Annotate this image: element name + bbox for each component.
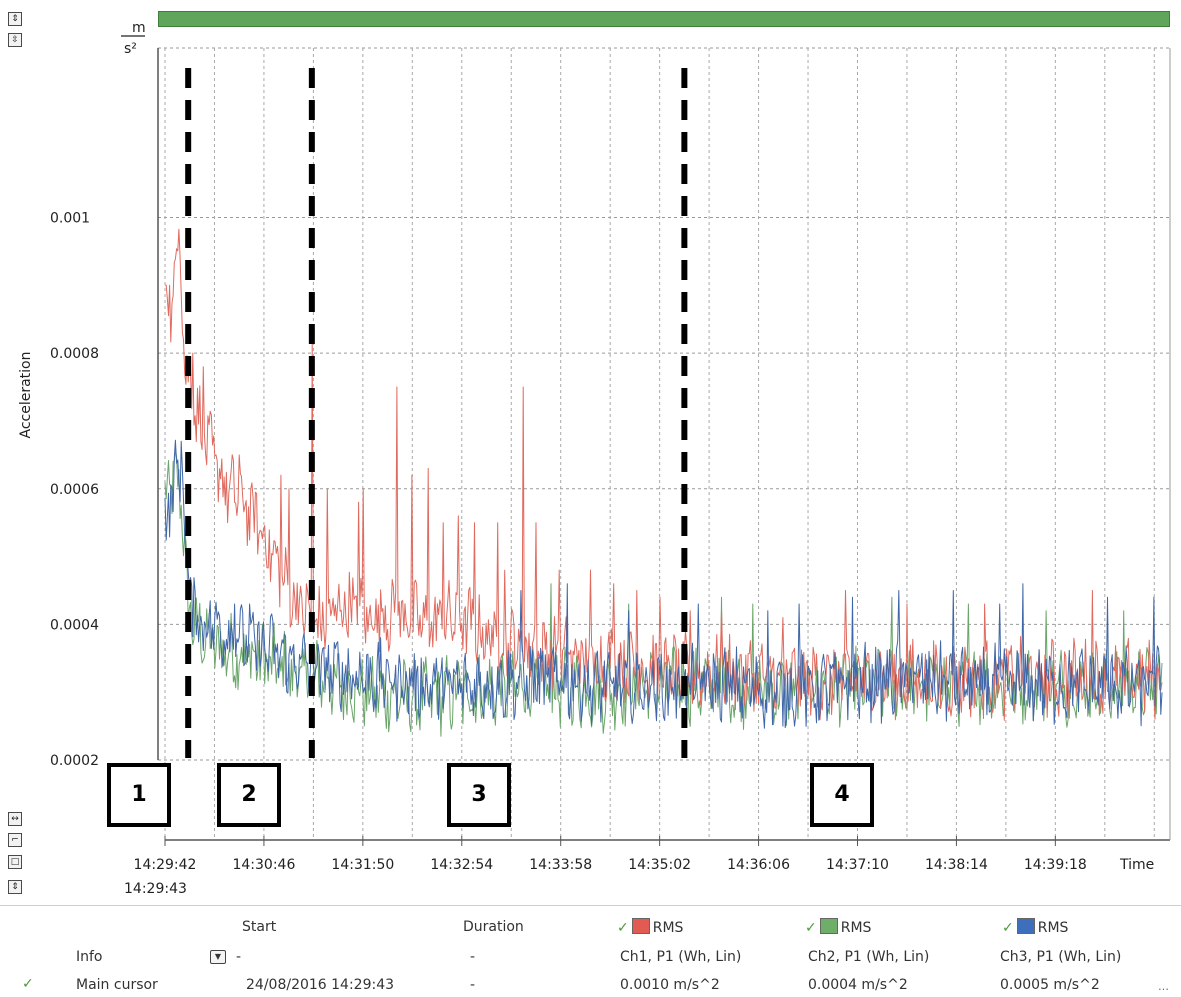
phase-boundaries (185, 68, 688, 758)
info-dropdown-icon[interactable]: ▼ (210, 948, 226, 964)
y-ticks: 0.001 0.0008 0.0006 0.0004 0.0002 (50, 211, 99, 769)
info-row-duration: - (470, 949, 476, 965)
header-ch2[interactable]: ✓ RMS (805, 918, 871, 936)
main-cursor-duration: - (470, 977, 476, 993)
header-start: Start (242, 919, 277, 935)
header-ch1[interactable]: ✓ RMS (617, 918, 683, 936)
ch1-color-swatch (631, 918, 650, 934)
plot-area[interactable] (158, 48, 1170, 760)
more-icon[interactable]: … (1158, 980, 1169, 993)
x-scale-toggle-icon[interactable]: ⇕ (8, 880, 22, 894)
x-tick-label: 14:36:06 (727, 857, 790, 873)
x-tick-label: 14:38:14 (925, 857, 988, 873)
main-cursor-ch2: 0.0004 m/s^2 (808, 977, 908, 993)
main-cursor-label: Main cursor (76, 977, 158, 993)
ch3-color-swatch (1016, 918, 1035, 934)
x-tick-label: 14:32:54 (430, 857, 493, 873)
y-tick-label: 0.001 (50, 211, 90, 227)
x-tick-label: 14:29:42 (134, 857, 197, 873)
fit-height-icon[interactable]: ⇳ (8, 33, 22, 47)
phase-label-2: 2 (217, 763, 281, 827)
x-tick-label: 14:33:58 (529, 857, 592, 873)
info-row-start: - (236, 949, 242, 965)
info-row-ch2: Ch2, P1 (Wh, Lin) (808, 949, 930, 965)
ch2-color-swatch (819, 918, 838, 934)
x-tick-label: 14:37:10 (826, 857, 889, 873)
header-ch1-label: RMS (652, 920, 684, 936)
info-row-ch1: Ch1, P1 (Wh, Lin) (620, 949, 742, 965)
y-scale-toggle-icon[interactable]: ⇕ (8, 12, 22, 26)
ch3-visible-check-icon[interactable]: ✓ (1002, 920, 1014, 936)
header-ch2-label: RMS (840, 920, 872, 936)
ch1-visible-check-icon[interactable]: ✓ (617, 920, 629, 936)
x-axis-title: Time (1119, 857, 1154, 873)
box-zoom-icon[interactable]: □ (8, 855, 22, 869)
phase-label-4: 4 (810, 763, 874, 827)
main-cursor-ch3: 0.0005 m/s^2 (1000, 977, 1100, 993)
x-tick-label: 14:31:50 (331, 857, 394, 873)
ch2-visible-check-icon[interactable]: ✓ (805, 920, 817, 936)
fit-width-icon[interactable]: ↔ (8, 812, 22, 826)
chart: m s² Acceleration 0.001 0.0008 0.0006 0.000… (18, 20, 1171, 897)
series-ch3-line (164, 439, 1163, 729)
x-tick-label: 14:35:02 (628, 857, 691, 873)
y-axis-title: Acceleration (18, 352, 34, 439)
header-ch3[interactable]: ✓ RMS (1002, 918, 1068, 936)
y-tick-label: 0.0004 (50, 617, 99, 633)
series-layer (164, 228, 1163, 737)
x-start-label: 14:29:43 (124, 881, 187, 897)
x-ticks: 14:29:42 14:30:46 14:31:50 14:32:54 14:33:58… (134, 836, 1087, 873)
cursor-table: Start Duration ✓ RMS ✓ RMS ✓ RMS Info ▼ - -… (0, 905, 1181, 997)
y-tick-label: 0.0008 (50, 346, 99, 362)
main-cursor-ch1: 0.0010 m/s^2 (620, 977, 720, 993)
header-ch3-label: RMS (1037, 920, 1069, 936)
phase-label-3: 3 (447, 763, 511, 827)
step-icon[interactable]: ⌐ (8, 833, 22, 847)
x-tick-label: 14:30:46 (232, 857, 295, 873)
y-unit-numerator: m (132, 20, 146, 36)
y-unit-denominator: s² (124, 41, 137, 57)
info-row-label: Info (76, 949, 103, 965)
overview-bar[interactable] (158, 11, 1170, 27)
y-tick-label: 0.0002 (50, 753, 99, 769)
main-cursor-check-icon[interactable]: ✓ (22, 976, 34, 992)
main-cursor-start: 24/08/2016 14:29:43 (246, 977, 395, 993)
x-tick-label: 14:39:18 (1024, 857, 1087, 873)
y-tick-label: 0.0006 (50, 482, 99, 498)
info-row-ch3: Ch3, P1 (Wh, Lin) (1000, 949, 1122, 965)
header-duration: Duration (463, 919, 524, 935)
phase-label-1: 1 (107, 763, 171, 827)
